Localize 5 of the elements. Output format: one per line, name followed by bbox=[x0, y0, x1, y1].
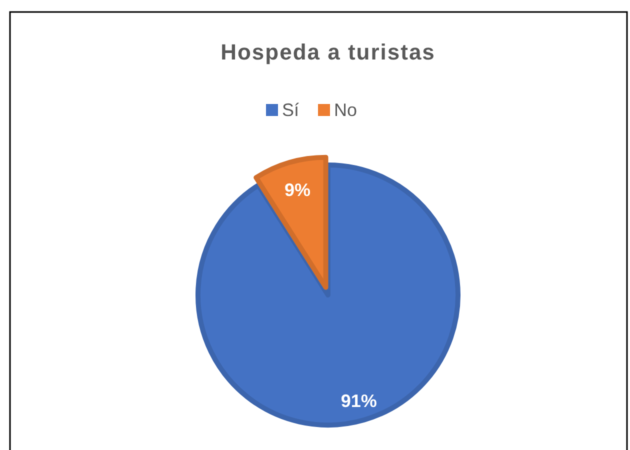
chart-title: Hospeda a turistas bbox=[220, 40, 436, 64]
legend-label: Sí bbox=[282, 100, 300, 120]
data-label: 9% bbox=[284, 180, 310, 200]
legend-label: No bbox=[334, 100, 358, 120]
data-label: 91% bbox=[340, 391, 377, 412]
